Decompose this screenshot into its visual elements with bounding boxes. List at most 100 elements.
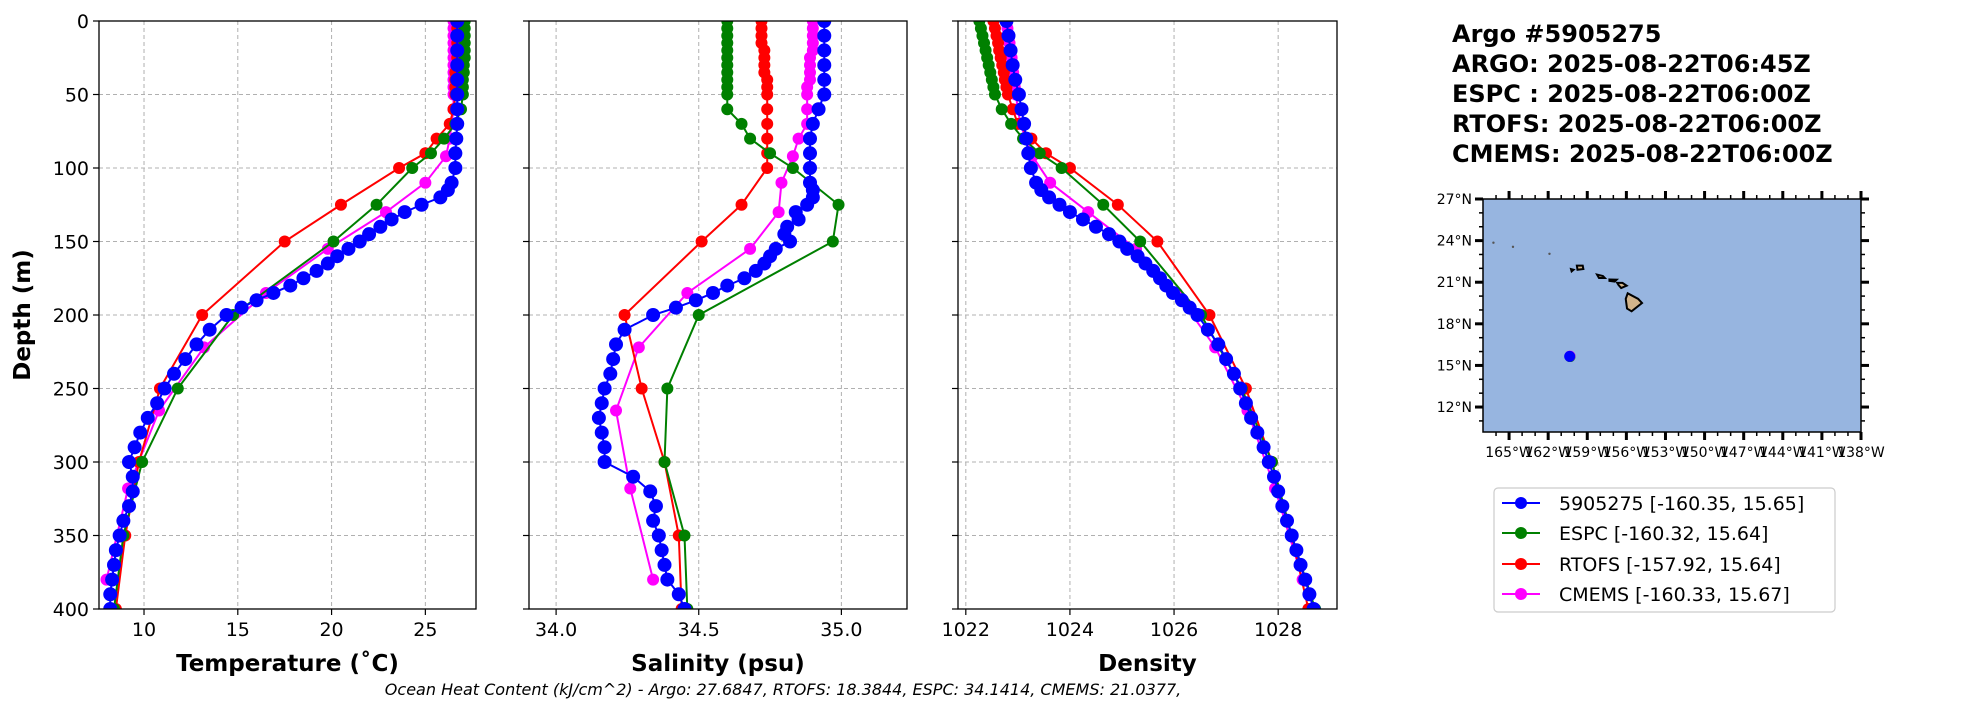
argo-point — [1256, 440, 1271, 455]
argo-point — [671, 587, 686, 602]
argo-point — [320, 256, 335, 271]
argo-point — [646, 513, 661, 528]
islet — [1548, 252, 1551, 255]
rtofs-point — [1001, 88, 1014, 101]
temperature-panel: 10 15 20 25050100150200250300350400Temperat… — [53, 11, 477, 677]
argo-point — [112, 528, 127, 543]
cmems-point — [624, 482, 637, 495]
rtofs-point — [695, 235, 708, 248]
rtofs-point — [196, 309, 209, 321]
legend-item-rtofs: RTOFS [-157.92, 15.64] — [1502, 554, 1781, 576]
argo-point — [688, 293, 703, 308]
espc-point — [424, 147, 437, 160]
rtofs-point — [393, 162, 406, 174]
argo-point — [817, 21, 832, 28]
argo-point — [202, 322, 217, 337]
argo-point — [1302, 587, 1317, 602]
cmems-point — [681, 286, 694, 299]
argo-point — [450, 58, 465, 73]
argo-point — [1052, 197, 1067, 212]
argo-point — [103, 602, 118, 609]
rtofs-point — [761, 88, 774, 101]
espc-point — [735, 117, 748, 130]
argo-point — [597, 440, 612, 455]
argo-point — [803, 146, 818, 161]
island — [1575, 264, 1585, 271]
argo-point — [817, 58, 832, 73]
argo-point — [1261, 455, 1276, 469]
argo-point — [737, 271, 752, 286]
y-tick-label: 100 — [53, 158, 89, 180]
argo-point — [591, 410, 606, 425]
argo-point — [309, 263, 324, 278]
argo-point — [1023, 161, 1038, 175]
lon-tick-label: 141°W — [1798, 445, 1846, 461]
argo-location-marker — [1564, 350, 1576, 362]
argo-point — [178, 352, 193, 367]
argo-point — [1280, 513, 1295, 528]
argo-point — [1238, 396, 1253, 411]
argo-point — [133, 425, 148, 440]
cmems-point — [419, 176, 432, 189]
argo-point — [450, 102, 465, 117]
argo-point — [817, 87, 832, 102]
y-tick-label: 300 — [53, 452, 89, 474]
location-map: 12°N15°N18°N21°N24°N27°N165°W162°W159°W1… — [1437, 191, 1885, 461]
x-tick-label: 1024 — [1046, 619, 1094, 641]
espc-point — [136, 456, 149, 468]
argo-point — [373, 219, 388, 234]
argo-point — [1088, 219, 1103, 234]
argo-point — [783, 234, 798, 249]
cmems-point — [1044, 176, 1057, 189]
argo-point — [617, 322, 632, 337]
espc-point — [721, 88, 734, 101]
legend-item-argo: 5905275 [-160.35, 15.65] — [1502, 493, 1804, 515]
argo-point — [341, 241, 356, 256]
y-tick-label: 250 — [53, 379, 89, 401]
x-tick-label: 1028 — [1254, 619, 1302, 641]
argo-point — [1289, 543, 1304, 558]
islet — [1511, 245, 1515, 249]
argo-point — [1005, 58, 1020, 73]
ocean-heat-content-footer: Ocean Heat Content (kJ/cm^2) - Argo: 27.… — [385, 680, 1181, 699]
argo-point — [817, 43, 832, 58]
argo-point — [362, 227, 377, 242]
island — [1595, 273, 1608, 280]
rtofs-point — [735, 198, 748, 211]
argo-point — [643, 484, 658, 499]
cmems-point — [632, 341, 645, 354]
argo-point — [657, 557, 672, 572]
argo-series — [591, 21, 832, 609]
island — [1615, 281, 1629, 290]
argo-point — [1226, 366, 1241, 381]
argo-point — [1001, 28, 1016, 43]
legend-label: ESPC [-160.32, 15.64] — [1559, 523, 1768, 545]
argo-point — [597, 455, 612, 469]
rtofs-point — [1111, 198, 1124, 211]
ocean — [1483, 199, 1861, 432]
y-tick-label: 400 — [53, 599, 89, 621]
lon-tick-label: 153°W — [1642, 445, 1690, 461]
argo-point — [1200, 322, 1215, 337]
argo-point — [414, 197, 429, 212]
x-axis-label: Temperature (˚C) — [176, 650, 399, 677]
rtofs-point — [1203, 309, 1216, 321]
argo-point — [626, 469, 641, 484]
argo-point — [283, 278, 298, 293]
argo-point — [1003, 43, 1018, 58]
cmems-point — [775, 176, 788, 189]
lon-tick-label: 159°W — [1563, 445, 1611, 461]
title-line-rtofs-time: RTOFS: 2025-08-22T06:00Z — [1452, 110, 1822, 138]
argo-point — [1211, 337, 1226, 352]
x-tick-label: 1022 — [942, 619, 990, 641]
lat-tick-label: 21°N — [1437, 275, 1472, 291]
rtofs-point — [618, 309, 631, 321]
argo-point — [1306, 602, 1321, 609]
argo-point — [450, 43, 465, 58]
x-tick-label: 25 — [413, 619, 437, 641]
x-axis-label: Density — [1098, 651, 1197, 677]
argo-point — [249, 293, 264, 308]
salinity-panel: 34.0 34.5 35.0 Salinity (psu) — [523, 20, 908, 677]
argo-point — [108, 543, 123, 558]
